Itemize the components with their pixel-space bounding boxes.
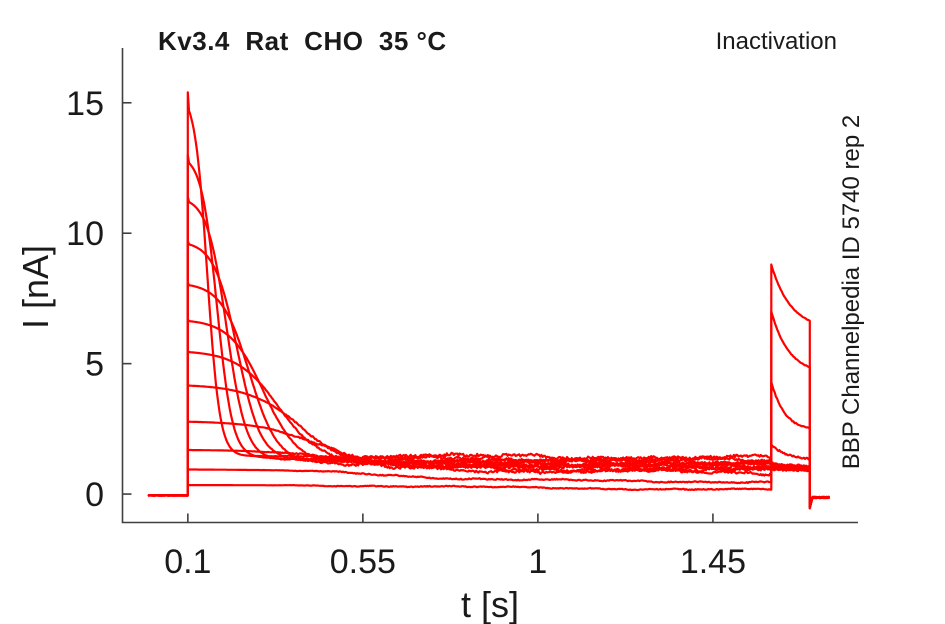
y-tick-label: 0: [85, 476, 104, 514]
trace-sweep-07: [147, 349, 830, 509]
axes-frame: [121, 48, 858, 524]
trace-sweep-09: [147, 419, 830, 509]
chart-title: Kv3.4 Rat CHO 35 °C: [158, 26, 447, 56]
trace-sweep-10: [147, 380, 830, 508]
trace-sweep-11: [147, 310, 830, 508]
x-tick-label: 0.55: [330, 543, 396, 581]
y-tick-label: 5: [85, 346, 104, 384]
y-tick-label: 15: [66, 85, 104, 123]
x-tick-label: 1.45: [680, 543, 746, 581]
trace-sweep-04: [147, 239, 830, 508]
protocol-label: Inactivation: [715, 28, 837, 55]
y-axis-label: I [nA]: [15, 244, 56, 330]
side-attribution-label: BBP Channelpedia ID 5740 rep 2: [838, 114, 865, 470]
trace-sweep-01: [147, 91, 830, 508]
x-tick-label: 1: [528, 543, 547, 581]
y-tick-label: 10: [66, 215, 104, 253]
x-axis-label: t [s]: [460, 584, 520, 624]
trace-sweep-12: [147, 263, 830, 508]
x-tick-label: 0.1: [164, 543, 211, 581]
